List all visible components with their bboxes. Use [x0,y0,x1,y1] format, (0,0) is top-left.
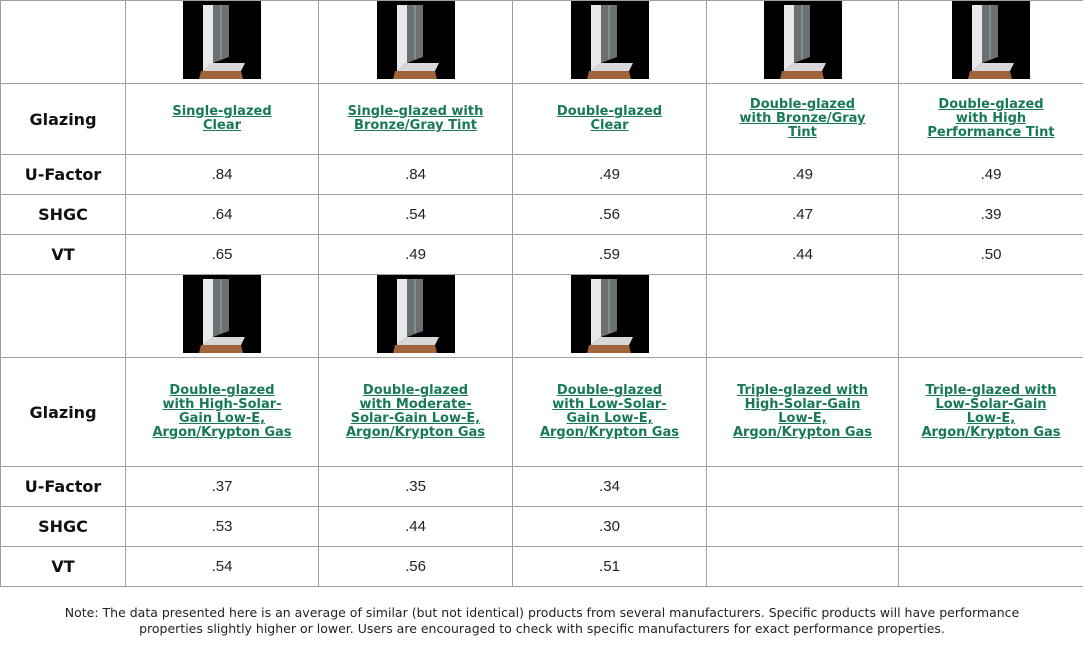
image-cell [318,274,513,358]
product-link[interactable]: Triple-glazed with High-Solar-Gain Low-E… [732,383,873,440]
value-cell: .56 [512,194,707,235]
product-cell: Double-glazed with High Performance Tint [898,83,1083,155]
value-cell: .49 [318,234,513,275]
window-image [183,1,261,79]
value-cell: .34 [512,466,707,507]
empty-cell [898,546,1083,587]
value-cell: .35 [318,466,513,507]
window-image [952,1,1030,79]
value-cell: .47 [706,194,899,235]
value-cell: .51 [512,546,707,587]
product-cell: Single-glazed with Bronze/Gray Tint [318,83,513,155]
product-link[interactable]: Double-glazed with High-Solar-Gain Low-E… [152,383,292,440]
product-link[interactable]: Double-glazed with High Performance Tint [927,97,1055,140]
row-label: VT [0,546,126,587]
row-label: Glazing [0,83,126,155]
image-cell [898,0,1083,84]
value-cell: .54 [125,546,319,587]
image-cell [512,274,707,358]
image-row [0,0,1083,84]
image-cell [512,0,707,84]
window-image [377,275,455,353]
value-cell: .37 [125,466,319,507]
window-image [183,275,261,353]
empty-cell [0,274,126,358]
product-link[interactable]: Triple-glazed with Low-Solar-Gain Low-E,… [921,383,1061,440]
product-cell: Single-glazed Clear [125,83,319,155]
value-cell: .44 [706,234,899,275]
value-cell: .59 [512,234,707,275]
value-cell: .49 [706,154,899,195]
value-cell: .53 [125,506,319,547]
product-cell: Double-glazed with Moderate-Solar-Gain L… [318,357,513,467]
product-link[interactable]: Single-glazed with Bronze/Gray Tint [347,104,484,133]
product-link[interactable]: Double-glazed with Moderate-Solar-Gain L… [345,383,486,440]
row-label: U-Factor [0,466,126,507]
image-row [0,274,1083,358]
row-label: U-Factor [0,154,126,195]
product-cell: Double-glazed Clear [512,83,707,155]
image-cell [125,0,319,84]
value-cell: .39 [898,194,1083,235]
value-row: SHGC .53.44.30 [0,506,1083,547]
image-cell [706,0,899,84]
value-cell: .49 [898,154,1083,195]
header-row: Glazing Double-glazed with High-Solar-Gai… [0,357,1083,467]
value-cell: .49 [512,154,707,195]
product-cell: Triple-glazed with High-Solar-Gain Low-E… [706,357,899,467]
header-row: Glazing Single-glazed Clear Single-glazed … [0,83,1083,155]
product-cell: Double-glazed with Bronze/Gray Tint [706,83,899,155]
value-cell: .54 [318,194,513,235]
empty-cell [706,466,899,507]
value-cell: .84 [318,154,513,195]
row-label: Glazing [0,357,126,467]
value-row: VT .65.49.59.44.50 [0,234,1083,275]
value-cell: .50 [898,234,1083,275]
empty-cell [0,0,126,84]
empty-cell [898,466,1083,507]
row-label: VT [0,234,126,275]
value-row: SHGC .64.54.56.47.39 [0,194,1083,235]
note-row: Note: The data presented here is an aver… [1,587,1083,656]
image-cell [706,274,899,358]
row-label: SHGC [0,194,126,235]
product-cell: Triple-glazed with Low-Solar-Gain Low-E,… [898,357,1083,467]
window-image [764,1,842,79]
product-link[interactable]: Double-glazed with Low-Solar-Gain Low-E,… [539,383,680,440]
note: Note: The data presented here is an aver… [64,605,1020,636]
empty-cell [706,546,899,587]
value-cell: .56 [318,546,513,587]
value-cell: .64 [125,194,319,235]
value-cell: .84 [125,154,319,195]
value-row: VT .54.56.51 [0,546,1083,587]
row-label: SHGC [0,506,126,547]
image-cell [898,274,1083,358]
product-link[interactable]: Double-glazed Clear [556,104,663,133]
empty-cell [706,506,899,547]
product-link[interactable]: Double-glazed with Bronze/Gray Tint [739,97,866,140]
product-cell: Double-glazed with High-Solar-Gain Low-E… [125,357,319,467]
window-image [571,1,649,79]
product-cell: Double-glazed with Low-Solar-Gain Low-E,… [512,357,707,467]
value-cell: .30 [512,506,707,547]
product-link[interactable]: Single-glazed Clear [172,104,272,133]
value-row: U-Factor .37.35.34 [0,466,1083,507]
value-cell: .65 [125,234,319,275]
image-cell [125,274,319,358]
value-row: U-Factor .84.84.49.49.49 [0,154,1083,195]
empty-cell [898,506,1083,547]
window-image [571,275,649,353]
value-cell: .44 [318,506,513,547]
image-cell [318,0,513,84]
window-image [377,1,455,79]
